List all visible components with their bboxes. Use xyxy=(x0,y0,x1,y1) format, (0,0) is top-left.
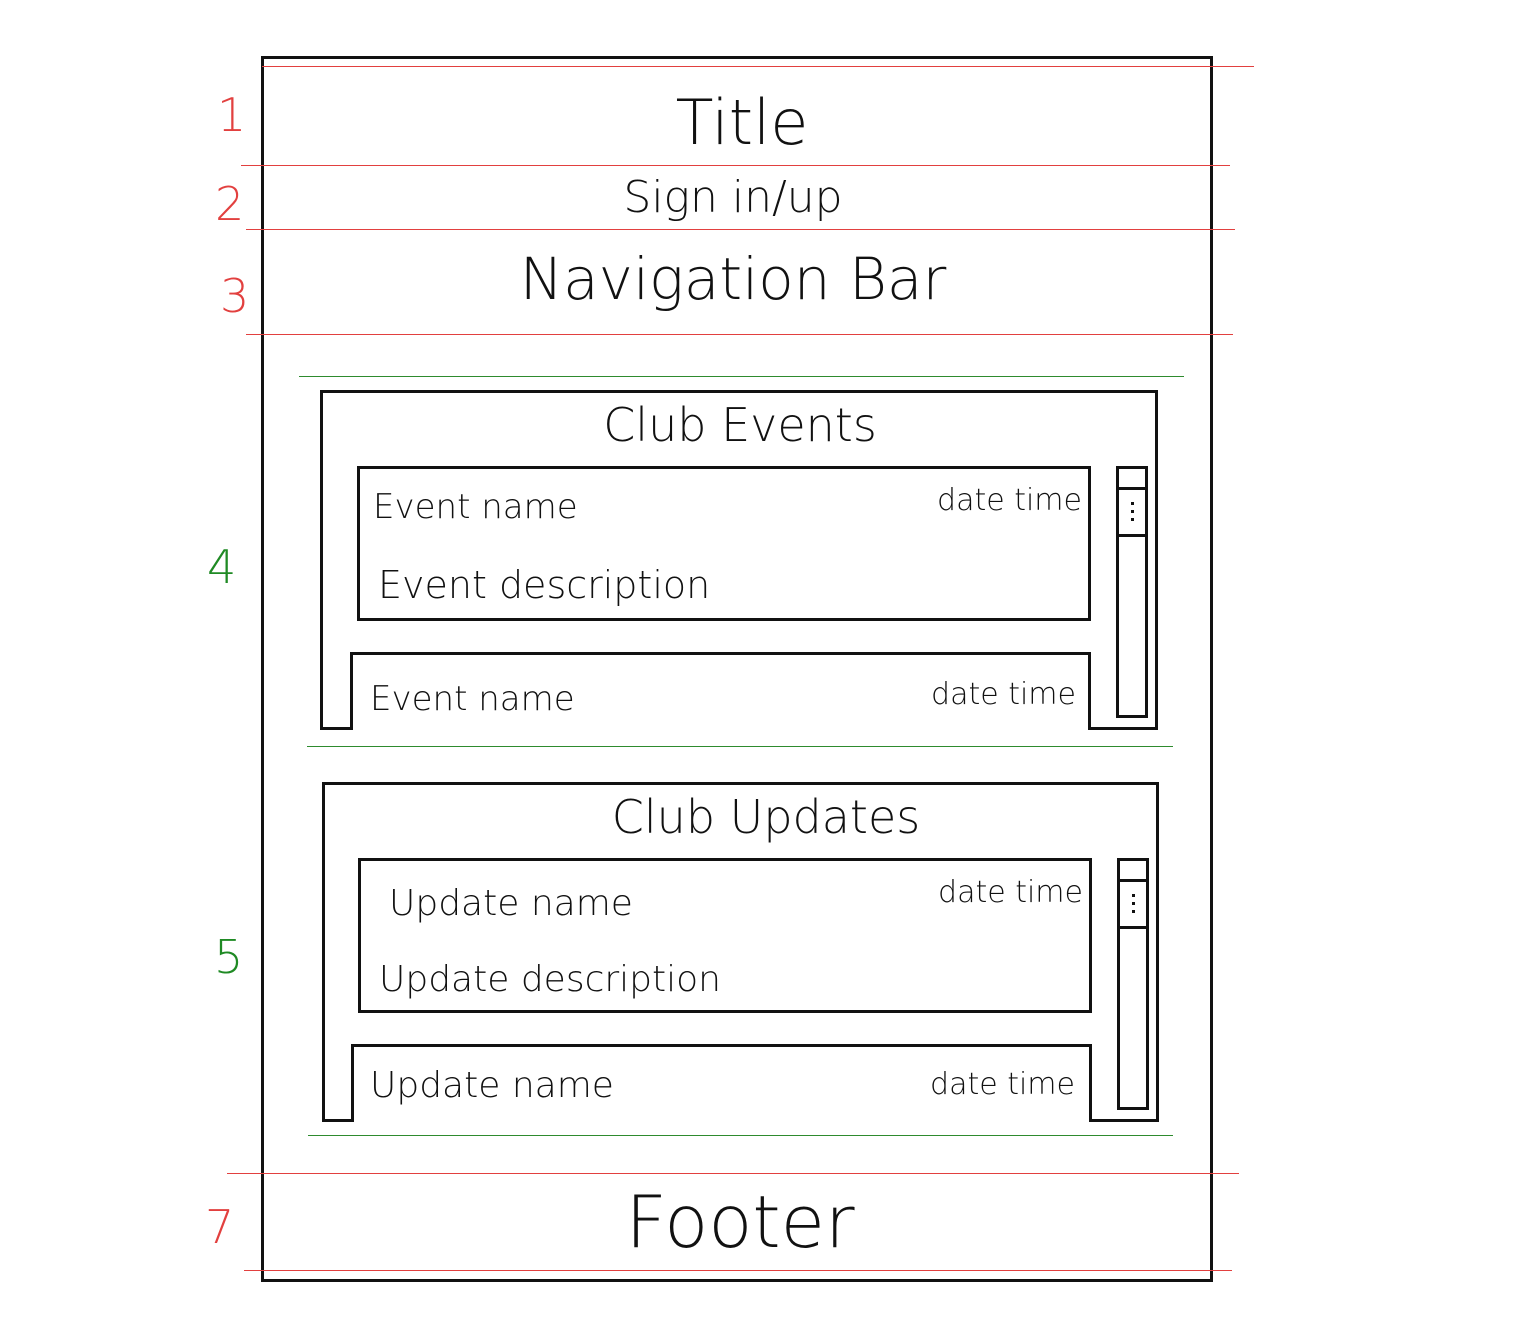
event-datetime: date time xyxy=(931,677,1076,712)
update-datetime: date time xyxy=(930,1067,1075,1102)
section-number: 3 xyxy=(220,269,250,323)
page-frame xyxy=(261,56,1213,1282)
grip-dot xyxy=(1130,510,1134,513)
update-datetime: date time xyxy=(938,875,1083,910)
events-scrollbar-thumb[interactable] xyxy=(1116,487,1148,537)
grip-dot xyxy=(1131,894,1135,897)
update-card[interactable]: Update name date time Update description xyxy=(358,858,1092,1013)
section-number: 1 xyxy=(217,88,247,142)
guide-line xyxy=(246,229,1235,230)
event-name: Event name xyxy=(370,679,575,719)
club-events-heading: Club Events xyxy=(603,398,877,452)
guide-line xyxy=(241,165,1230,166)
event-datetime: date time xyxy=(937,483,1082,518)
guide-line xyxy=(307,746,1173,747)
events-scrollbar[interactable] xyxy=(1116,466,1148,718)
guide-line xyxy=(244,1270,1232,1271)
update-card[interactable]: Update name date time xyxy=(351,1044,1092,1122)
event-card[interactable]: Event name date time xyxy=(350,652,1091,730)
guide-line xyxy=(262,66,1254,67)
navigation-bar[interactable]: Navigation Bar xyxy=(519,245,947,313)
update-name: Update name xyxy=(370,1065,614,1106)
grip-dot xyxy=(1131,910,1135,913)
update-name: Update name xyxy=(389,883,633,924)
grip-dot xyxy=(1130,518,1134,521)
update-description: Update description xyxy=(379,959,721,1000)
guide-line xyxy=(299,376,1184,377)
section-number: 2 xyxy=(215,177,245,231)
guide-line xyxy=(308,1135,1173,1136)
grip-dot xyxy=(1131,902,1135,905)
page-title: Title xyxy=(675,86,809,159)
event-name: Event name xyxy=(373,487,578,527)
section-number: 7 xyxy=(205,1200,235,1254)
sign-in-up-link[interactable]: Sign in/up xyxy=(623,172,843,223)
club-updates-heading: Club Updates xyxy=(611,790,921,844)
section-number: 4 xyxy=(207,540,237,594)
guide-line xyxy=(227,1173,1239,1174)
section-number: 5 xyxy=(214,930,244,984)
updates-scrollbar-thumb[interactable] xyxy=(1117,879,1149,929)
grip-dot xyxy=(1130,502,1134,505)
event-description: Event description xyxy=(378,563,711,607)
footer: Footer xyxy=(625,1180,855,1264)
event-card[interactable]: Event name date time Event description xyxy=(357,466,1091,621)
guide-line xyxy=(246,334,1233,335)
updates-scrollbar[interactable] xyxy=(1117,858,1149,1110)
